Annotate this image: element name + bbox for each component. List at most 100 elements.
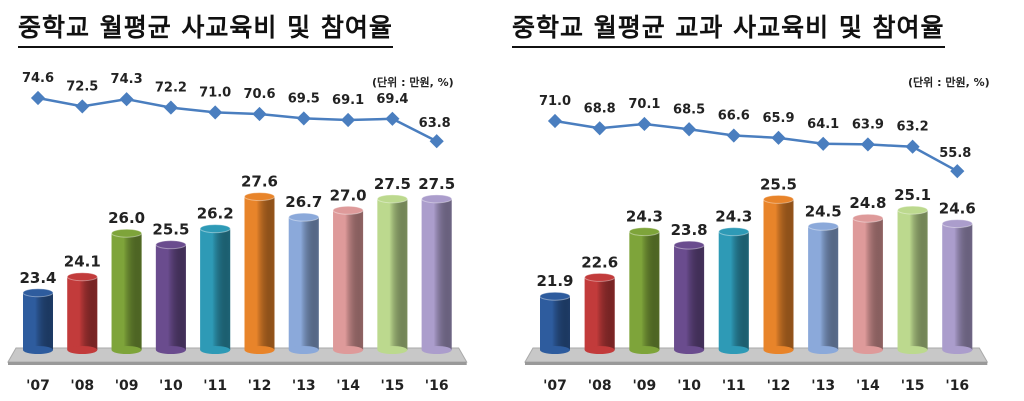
line-label: 69.5 <box>288 91 320 106</box>
bar-bottom <box>897 346 928 354</box>
bar-shade <box>67 276 98 350</box>
bar-shade <box>897 210 928 350</box>
bar-bottom <box>629 346 660 354</box>
bar-bottom <box>244 346 275 354</box>
line-marker <box>75 99 90 114</box>
bar-cap <box>244 192 275 202</box>
line-label: 63.8 <box>419 116 451 131</box>
line-marker <box>429 134 444 149</box>
line-label: 72.2 <box>155 81 187 96</box>
line-marker <box>726 128 741 143</box>
bar-bottom <box>763 346 794 354</box>
bar-shade <box>377 198 408 350</box>
bar-cap <box>807 221 839 231</box>
line-label: 69.4 <box>376 92 408 107</box>
bar-label: 26.0 <box>108 209 145 227</box>
bar-label: 27.0 <box>330 186 367 204</box>
line-label: 74.3 <box>111 72 143 87</box>
bar-cap <box>628 227 660 237</box>
bar-label: 26.7 <box>285 193 322 211</box>
chart-left: 23.4 '07 24.1 '08 26.0 '09 25.5 '10 26.2 '11 27.6 '… <box>7 71 468 394</box>
bar-shade <box>629 231 660 350</box>
line-marker <box>163 100 178 115</box>
line-label: 55.8 <box>939 146 971 161</box>
line-marker <box>252 106 267 122</box>
bar-cap <box>288 212 320 222</box>
bar-cap <box>376 194 408 204</box>
bar-bottom <box>718 346 749 354</box>
bar-bottom <box>540 346 570 354</box>
line-marker <box>771 130 786 145</box>
bar-cap <box>584 272 616 282</box>
bar-cap <box>199 224 231 234</box>
x-tick-label: '15 <box>381 378 405 394</box>
bar-bottom <box>942 346 973 354</box>
line-series <box>37 96 438 143</box>
x-tick-label: '12 <box>248 378 272 394</box>
x-tick-label: '10 <box>677 378 701 394</box>
bar-label: 27.6 <box>241 173 278 191</box>
line-label: 70.6 <box>243 87 275 102</box>
bar-cap <box>66 272 98 282</box>
line-label: 71.0 <box>539 94 571 109</box>
line-marker <box>296 111 311 126</box>
bar-shade <box>852 218 883 350</box>
bar-shade <box>288 217 319 350</box>
bar-shade <box>111 233 142 350</box>
bar-shade <box>155 244 186 350</box>
x-tick-label: '14 <box>856 378 880 394</box>
bar-label: 25.5 <box>152 221 189 239</box>
bar-bottom <box>674 346 705 354</box>
bar-bottom <box>155 346 186 354</box>
floor-edge <box>525 362 988 365</box>
x-tick-label: '13 <box>292 378 316 394</box>
bar-label: 23.8 <box>671 221 708 239</box>
line-label: 68.8 <box>584 101 616 116</box>
bar-label: 25.5 <box>760 175 797 193</box>
x-tick-label: '12 <box>767 378 791 394</box>
line-marker <box>385 111 400 126</box>
bar-shade <box>763 199 794 350</box>
bar-shade <box>333 210 364 350</box>
bar-bottom <box>200 346 231 354</box>
bar-shade <box>942 223 973 350</box>
bar-label: 26.2 <box>197 205 234 223</box>
x-tick-label: '15 <box>901 378 925 394</box>
bar-label: 25.1 <box>894 186 931 204</box>
x-tick-label: '09 <box>115 378 139 394</box>
bar-bottom <box>333 346 364 354</box>
bar-label: 23.4 <box>19 269 56 287</box>
line-label: 64.1 <box>807 117 839 132</box>
bar-cap <box>941 219 973 229</box>
line-marker <box>547 113 563 129</box>
x-tick-label: '08 <box>70 378 94 394</box>
bar-bottom <box>111 346 142 354</box>
line-label: 63.9 <box>852 117 884 132</box>
bar-bottom <box>377 346 408 354</box>
bar-label: 22.6 <box>581 253 618 271</box>
bar-bottom <box>23 346 53 354</box>
line-marker <box>208 105 223 120</box>
line-marker <box>637 116 652 132</box>
bar-bottom <box>67 346 98 354</box>
x-tick-label: '07 <box>26 378 50 394</box>
line-label: 70.1 <box>628 97 660 112</box>
bar-label: 24.3 <box>715 208 752 226</box>
line-label: 66.6 <box>718 109 750 124</box>
x-tick-label: '14 <box>336 378 360 394</box>
bar-label: 24.6 <box>939 200 976 218</box>
line-label: 69.1 <box>332 93 364 108</box>
x-tick-label: '08 <box>588 378 612 394</box>
bar-label: 27.5 <box>374 175 411 193</box>
bar-shade <box>200 228 231 350</box>
bar-shade <box>421 198 452 350</box>
bar-bottom <box>852 346 883 354</box>
bar-shade <box>584 277 615 350</box>
line-marker <box>341 112 356 128</box>
x-tick-label: '07 <box>543 378 567 394</box>
bar-label: 24.8 <box>849 194 886 212</box>
line-marker <box>950 164 965 179</box>
line-marker <box>30 90 46 106</box>
bar-shade <box>23 292 53 350</box>
bar-cap <box>111 228 143 238</box>
